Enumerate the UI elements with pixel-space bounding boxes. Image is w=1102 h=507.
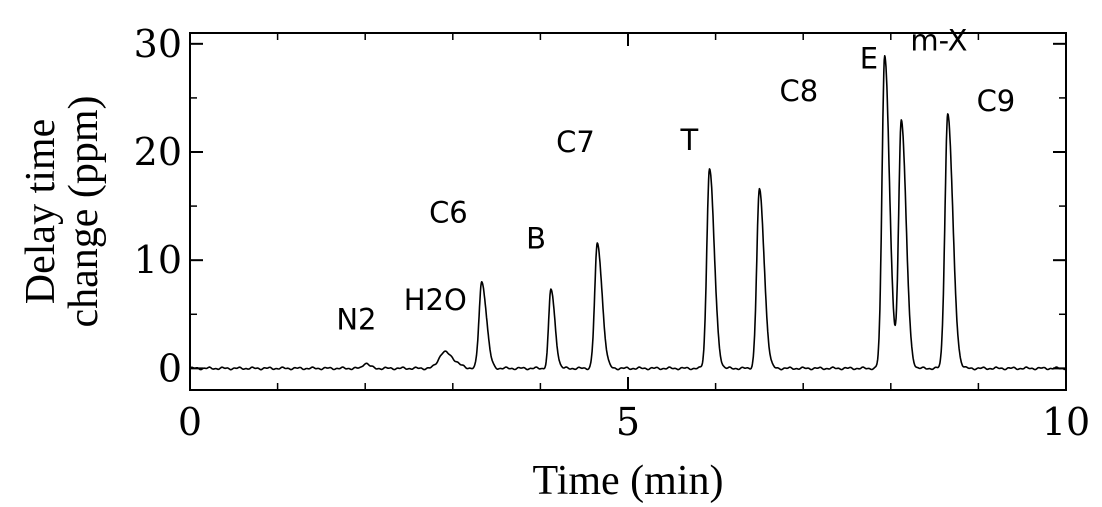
y-axis-title: Delay time change (ppm)	[18, 95, 107, 327]
peak-label: C8	[779, 74, 818, 108]
y-tick-label: 30	[134, 22, 182, 66]
y-tick-label: 20	[134, 130, 182, 174]
peak-label: C6	[429, 195, 468, 229]
peak-label: N2	[336, 302, 376, 336]
series-line	[189, 55, 1067, 371]
tick-labels: 0 5 10 0 10 20 30	[134, 22, 1091, 444]
x-tick-label: 10	[1042, 400, 1090, 444]
peak-label: C7	[556, 125, 595, 159]
y-tick-label: 0	[158, 346, 182, 390]
plot-frame	[189, 32, 1067, 391]
peak-label: E	[860, 42, 878, 76]
peak-annotations: N2 H2O C6 B C7 T C8 Em-X C9	[336, 23, 1015, 336]
peak-label: T	[679, 123, 698, 157]
x-tick-label: 5	[616, 400, 640, 444]
peak-label: H2O	[404, 283, 467, 317]
peak-label: m-X	[910, 23, 967, 57]
peak-label: C9	[977, 84, 1016, 118]
y-tick-label: 10	[134, 238, 182, 282]
x-tick-label: 0	[178, 400, 202, 444]
axis-ticks	[189, 33, 1067, 390]
peak-label: B	[526, 221, 546, 255]
y-axis-title-line-1: Delay time	[18, 119, 64, 304]
x-axis-title: Time (min)	[533, 458, 724, 504]
y-axis-title-line-2: change (ppm)	[61, 95, 107, 327]
